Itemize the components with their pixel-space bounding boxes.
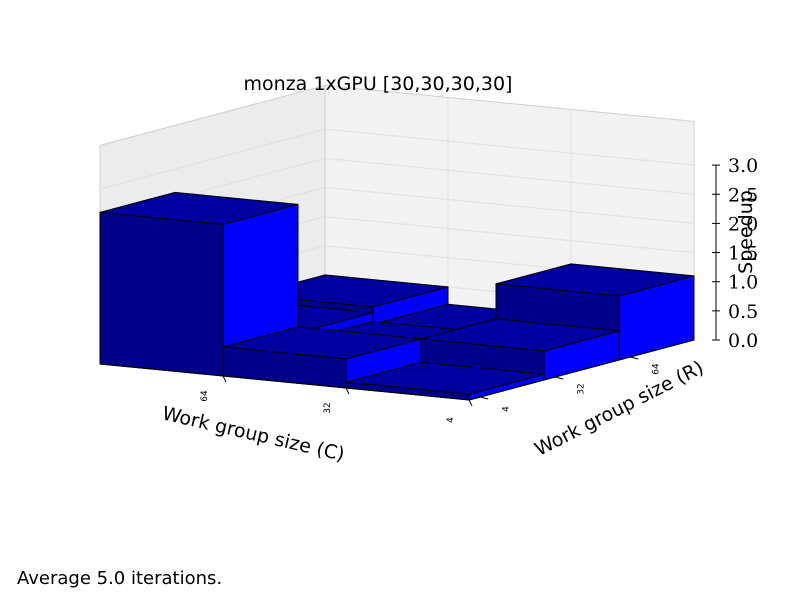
x-tick [468,399,473,407]
z-tick-label: 2.0 [728,213,758,235]
bar-top-face [345,361,545,395]
y-axis-line [468,339,695,401]
bar-top-face [420,318,620,352]
x-tick-label: 64 [200,390,210,402]
x-tick [345,387,350,395]
y-tick [480,396,489,400]
chart-bars [99,191,695,401]
z-tick-label: 0.0 [728,330,758,352]
bar-top-face [495,263,695,297]
chart-axes: 64 32 4 4 32 64 0.0 0.5 1.0 1.5 2.0 2.5 3.0 [99,155,758,423]
x-tick-label: 4 [446,417,456,423]
bar-top-face [249,274,449,308]
x-tick [222,375,227,383]
x-tick-label: 32 [323,402,333,413]
z-tick-label: 1.0 [728,272,758,294]
y-tick [555,376,564,380]
footnote: Average 5.0 iterations. [17,568,223,589]
x-axis-label: Work group size (C) [160,402,347,465]
bar [222,326,422,389]
z-axis-label: Speedup [735,190,757,274]
chart-title: monza 1xGPU [30,30,30,30] [244,73,513,95]
z-tick-label: 2.5 [728,184,758,206]
y-tick [630,356,639,360]
y-tick-label: 64 [651,363,661,375]
y-tick-label: 32 [576,383,586,394]
bar-top-face [99,191,299,225]
x-axis-line [99,363,470,401]
bar-front-face [99,211,224,377]
bar-top-face [222,326,422,360]
z-tick-label: 0.5 [728,301,758,323]
z-tick-label: 1.5 [728,243,758,265]
z-tick-label: 3.0 [728,155,758,177]
bar [345,361,545,401]
y-tick-label: 4 [501,406,511,412]
